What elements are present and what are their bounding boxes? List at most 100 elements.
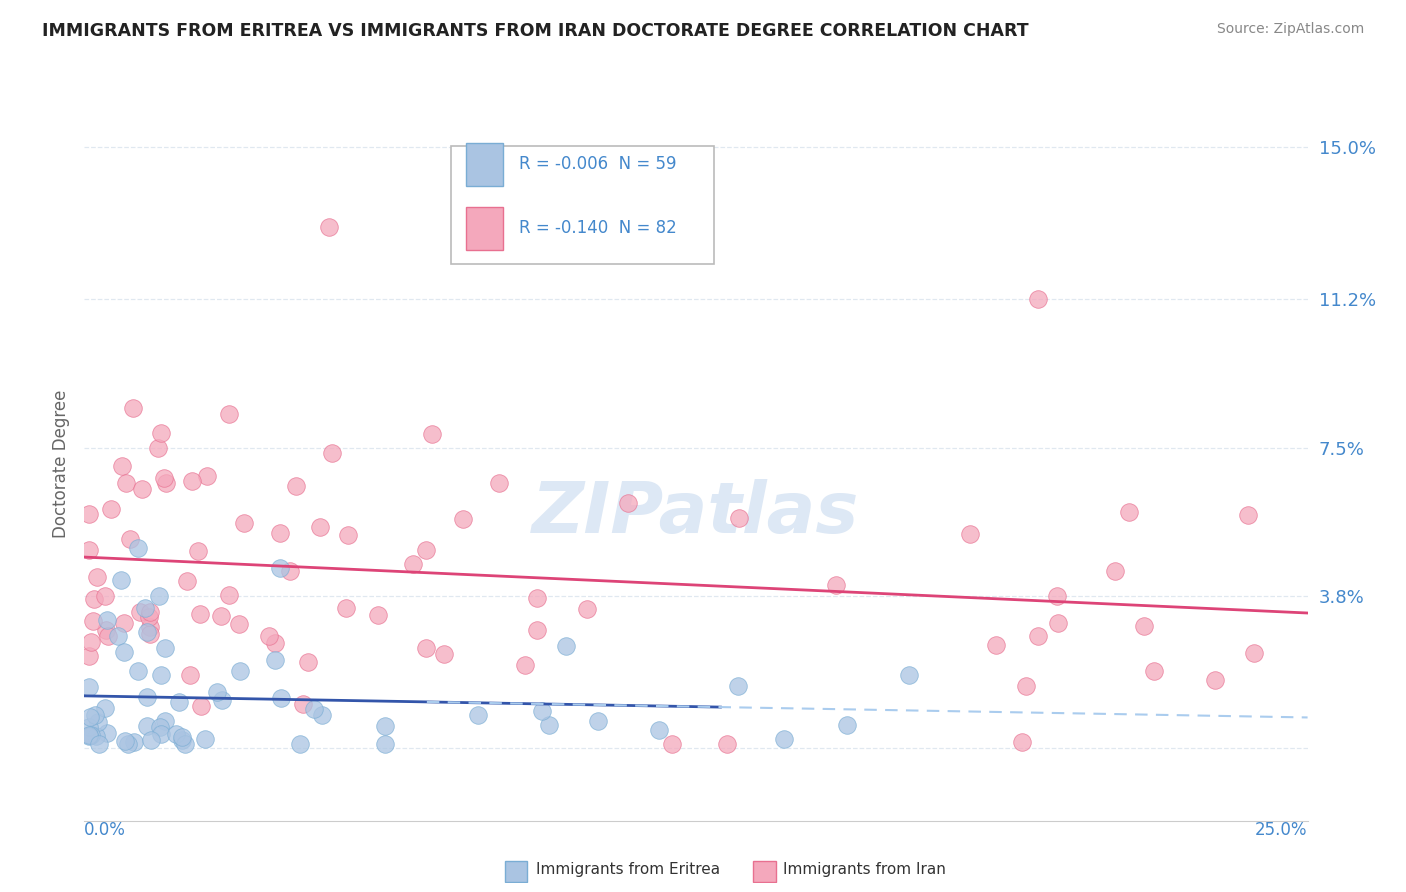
Point [80, 728, 103, 742]
Point [77, 648, 100, 663]
Text: Source: ZipAtlas.com: Source: ZipAtlas.com [1216, 22, 1364, 37]
Point [155, 714, 177, 728]
Point [1046, 589, 1069, 603]
Point [526, 623, 548, 637]
Point [127, 664, 149, 678]
FancyBboxPatch shape [465, 143, 503, 186]
Point [576, 602, 599, 616]
Point [297, 656, 319, 670]
Point [77, 680, 100, 694]
Point [661, 738, 683, 752]
Point [451, 512, 474, 526]
Point [264, 636, 287, 650]
Point [83, 591, 105, 606]
Point [139, 620, 162, 634]
Point [537, 718, 560, 732]
Point [367, 608, 389, 623]
Point [648, 723, 671, 737]
Point [84, 729, 107, 743]
Point [285, 479, 308, 493]
FancyBboxPatch shape [451, 146, 714, 264]
FancyBboxPatch shape [465, 207, 503, 250]
Point [513, 657, 536, 672]
Point [176, 574, 198, 588]
Point [153, 471, 176, 485]
Point [190, 699, 212, 714]
Point [1028, 293, 1050, 307]
Point [131, 483, 153, 497]
Point [100, 501, 122, 516]
Point [228, 617, 250, 632]
Point [1204, 673, 1226, 688]
Point [77, 508, 100, 522]
Point [530, 704, 553, 718]
Point [127, 541, 149, 555]
Point [269, 526, 291, 541]
Point [94, 589, 117, 603]
Point [488, 476, 510, 491]
Point [1133, 618, 1156, 632]
Point [148, 589, 170, 603]
Point [77, 543, 100, 558]
Point [1104, 564, 1126, 578]
Point [82, 614, 104, 628]
Point [1046, 615, 1069, 630]
Point [1026, 629, 1049, 643]
Text: R = -0.140  N = 82: R = -0.140 N = 82 [519, 219, 676, 237]
Point [897, 667, 920, 681]
Point [122, 735, 145, 749]
Point [149, 668, 172, 682]
Point [86, 569, 108, 583]
Point [96, 623, 118, 637]
Point [278, 564, 301, 578]
Point [134, 601, 156, 615]
Point [87, 738, 110, 752]
Point [179, 668, 201, 682]
Point [415, 641, 437, 656]
Point [218, 407, 240, 421]
Point [727, 679, 749, 693]
Point [96, 726, 118, 740]
Point [1143, 664, 1166, 678]
Point [617, 496, 640, 510]
Point [94, 701, 117, 715]
Point [112, 645, 135, 659]
Point [97, 629, 120, 643]
Point [187, 544, 209, 558]
Point [1015, 680, 1038, 694]
Point [77, 720, 100, 734]
Point [170, 733, 193, 747]
Text: 0.0%: 0.0% [84, 821, 127, 838]
Point [79, 710, 101, 724]
Point [264, 653, 287, 667]
Point [135, 625, 157, 640]
Point [321, 445, 343, 459]
Point [773, 732, 796, 747]
Text: R = -0.006  N = 59: R = -0.006 N = 59 [519, 155, 676, 173]
Point [96, 613, 118, 627]
Text: IMMIGRANTS FROM ERITREA VS IMMIGRANTS FROM IRAN DOCTORATE DEGREE CORRELATION CHA: IMMIGRANTS FROM ERITREA VS IMMIGRANTS FR… [42, 22, 1029, 40]
Point [554, 639, 576, 653]
Point [165, 727, 187, 741]
Point [110, 573, 132, 587]
Point [120, 532, 142, 546]
Point [205, 685, 228, 699]
Point [136, 719, 159, 733]
Point [128, 605, 150, 619]
Point [302, 701, 325, 715]
Point [181, 475, 204, 489]
Point [139, 626, 162, 640]
Point [1243, 646, 1265, 660]
Point [195, 468, 218, 483]
Point [311, 708, 333, 723]
Point [149, 425, 172, 440]
Point [259, 629, 281, 643]
Point [433, 647, 456, 661]
Text: ZIPatlas: ZIPatlas [533, 479, 859, 549]
Point [288, 738, 311, 752]
Point [194, 732, 217, 747]
Text: 25.0%: 25.0% [1256, 821, 1308, 838]
Point [292, 697, 315, 711]
Point [77, 728, 100, 742]
Point [80, 635, 103, 649]
